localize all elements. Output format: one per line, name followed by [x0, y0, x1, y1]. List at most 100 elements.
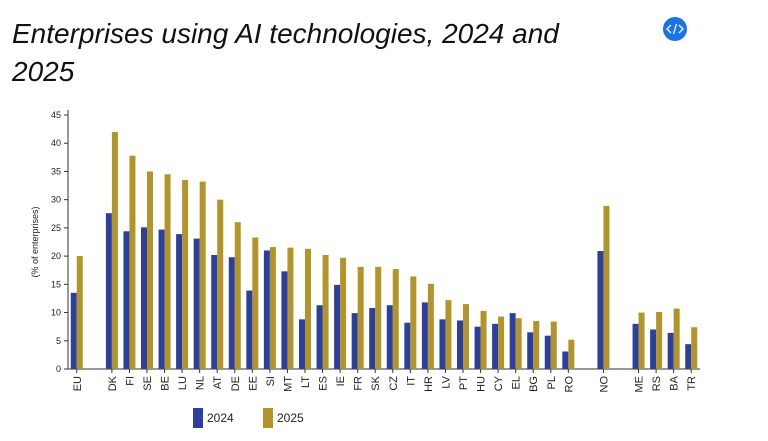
bar [287, 247, 294, 369]
bar [480, 310, 487, 369]
y-axis-label: (% of enterprises) [30, 206, 40, 277]
bar [199, 181, 206, 369]
bar [544, 335, 551, 369]
embed-glyph[interactable] [666, 23, 684, 35]
x-tick-label: IT [405, 376, 417, 386]
bar [457, 320, 463, 369]
bar [316, 305, 323, 369]
x-tick-label: SK [370, 375, 382, 390]
bar [410, 276, 417, 369]
bar [176, 234, 183, 369]
legend-swatch[interactable] [263, 408, 273, 428]
bar [111, 131, 118, 369]
bar [70, 292, 77, 369]
bar [281, 271, 288, 369]
x-tick-label: LV [440, 375, 452, 388]
y-tick-label: 35 [51, 166, 61, 176]
bar [193, 238, 200, 369]
bar [691, 327, 698, 369]
x-tick-label: SI [265, 376, 277, 386]
x-tick-label: CZ [388, 376, 400, 391]
bar [228, 257, 235, 369]
x-tick-label: BG [528, 376, 540, 392]
legend-label[interactable]: 2025 [277, 411, 304, 425]
bar [404, 322, 411, 369]
bar [527, 332, 534, 369]
x-tick-label: SE [142, 376, 154, 391]
bar [357, 266, 364, 369]
x-tick-label: MT [282, 376, 294, 392]
bar [673, 308, 680, 369]
bar [269, 247, 276, 369]
bar [650, 329, 657, 369]
bar [421, 302, 428, 369]
x-tick-label: NO [598, 376, 610, 393]
x-tick-label: BA [669, 375, 681, 390]
x-tick-label: FI [124, 376, 136, 386]
x-tick-label: DK [107, 375, 119, 391]
bar [147, 171, 153, 369]
bar [498, 316, 505, 369]
x-tick-label: ME [634, 376, 646, 393]
y-tick-label: 5 [56, 336, 61, 346]
bar [334, 284, 341, 369]
bar [386, 305, 393, 369]
bar [129, 155, 136, 369]
x-tick-label: EE [247, 376, 259, 391]
bar [351, 313, 358, 369]
bar [105, 213, 112, 369]
bar [685, 344, 692, 369]
bar [638, 312, 645, 369]
bar [533, 321, 540, 369]
x-tick-label: TR [686, 376, 698, 391]
embed-button[interactable] [663, 17, 687, 41]
bar [141, 227, 147, 369]
bar [515, 318, 522, 369]
y-tick-label: 25 [51, 223, 61, 233]
bar [492, 323, 499, 369]
bar [263, 250, 270, 369]
bar [252, 237, 259, 369]
bar [568, 339, 575, 369]
bar [632, 323, 639, 369]
bar [562, 351, 569, 369]
bar [550, 321, 557, 369]
bar [234, 222, 241, 369]
bar [246, 290, 253, 369]
x-tick-label: RS [651, 376, 663, 391]
x-tick-label: PL [546, 376, 558, 389]
bar [427, 283, 434, 369]
x-tick-label: ES [318, 376, 330, 391]
x-tick-label: EU [72, 376, 84, 391]
y-tick-label: 10 [51, 308, 61, 318]
legend-swatch[interactable] [193, 408, 203, 428]
chart-title: 2025 [11, 56, 75, 87]
bar [474, 326, 481, 369]
x-tick-label: IE [335, 376, 347, 386]
y-tick-label: 45 [51, 110, 61, 120]
bar [164, 174, 171, 369]
bar [299, 319, 305, 369]
bar [667, 332, 674, 369]
x-tick-label: NL [195, 376, 207, 390]
y-tick-label: 30 [51, 195, 61, 205]
bar [76, 256, 83, 369]
bar [375, 266, 382, 369]
bar [509, 313, 516, 369]
y-tick-label: 15 [51, 279, 61, 289]
legend-label[interactable]: 2024 [207, 411, 234, 425]
bar [439, 319, 446, 369]
x-tick-label: DE [230, 376, 242, 391]
x-tick-label: LT [300, 376, 312, 388]
bar [123, 231, 130, 369]
bar [158, 229, 165, 369]
bar [369, 308, 376, 369]
bar [217, 199, 224, 369]
bar [182, 179, 189, 369]
x-tick-label: CY [493, 375, 505, 391]
y-tick-label: 0 [56, 364, 61, 374]
bar [463, 304, 469, 369]
x-tick-label: LU [177, 376, 189, 390]
bar [340, 257, 347, 369]
